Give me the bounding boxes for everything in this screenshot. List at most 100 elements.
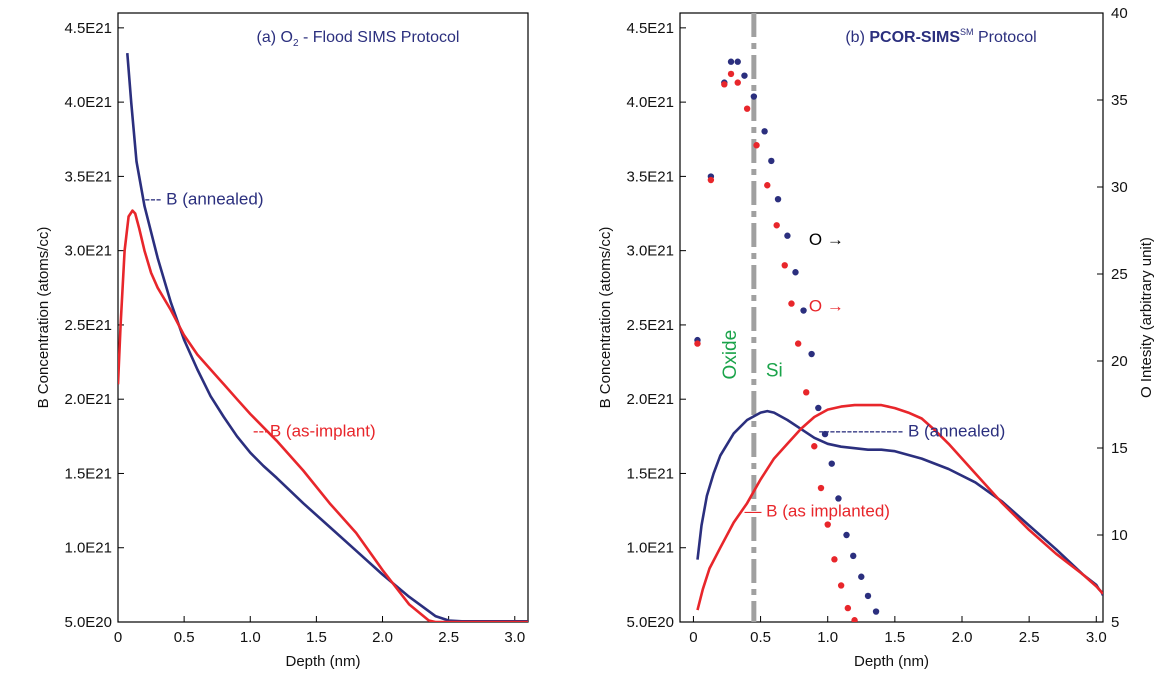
y-tick-label: 1.5E21 (626, 465, 674, 482)
si-region-label: Si (766, 360, 783, 381)
y2-axis-label: O Intesity (arbitrary unit) (1138, 237, 1155, 398)
y-tick-label: 1.5E21 (64, 465, 112, 482)
oxygen-point (761, 128, 768, 135)
oxygen-point (794, 340, 802, 347)
oxygen-point (844, 604, 852, 612)
oxygen-point (831, 556, 838, 563)
y-tick-label: 4.0E21 (626, 94, 674, 111)
y2-tick-label: 40 (1111, 5, 1128, 22)
x-axis-label: Depth (nm) (854, 653, 929, 670)
y-tick-label: 4.0E21 (64, 94, 112, 111)
chart-title: (a) O2 - Flood SIMS Protocol (257, 29, 460, 49)
y-tick-label: 5.0E20 (626, 614, 674, 631)
oxygen-point (753, 142, 760, 149)
oxygen-point (803, 389, 810, 396)
oxygen-point (788, 300, 795, 307)
oxygen-point (750, 93, 758, 100)
oxygen-point (817, 484, 825, 492)
series-line-0 (126, 52, 528, 622)
x-tick-label: 2.5 (438, 629, 459, 646)
x-tick-label: 1.5 (306, 629, 327, 646)
oxygen-point (824, 521, 831, 528)
y2-tick-label: 35 (1111, 92, 1128, 109)
oxygen-point (694, 340, 701, 347)
y-tick-label: 2.5E21 (64, 317, 112, 334)
title-prefix: (b) (845, 29, 869, 46)
oxygen-point (850, 552, 857, 560)
title-superscript: SM (960, 27, 974, 37)
oxygen-point (864, 592, 872, 600)
oxygen-point (768, 157, 775, 165)
oxygen-point (800, 307, 807, 314)
oxygen-point (872, 608, 880, 615)
y2-tick-label: 20 (1111, 353, 1128, 370)
oxygen-point (821, 430, 829, 438)
annotation-label: O → (809, 296, 844, 315)
oxygen-point (837, 582, 845, 589)
series-line-0 (696, 409, 1103, 596)
x-tick-label: 0 (114, 629, 122, 646)
oxygen-point (727, 70, 735, 78)
x-tick-label: 0.5 (750, 629, 771, 646)
chart-a: 0 0.5 1.0 1.5 2.0 2.5 3.0 5.0E20 1.0E21 1.5E21 2.0… (35, 12, 529, 670)
series-line-1 (696, 403, 1103, 611)
annotation-label: ---B (as-implant) (253, 421, 376, 440)
plot-frame (679, 12, 1104, 623)
oxygen-point (774, 195, 782, 203)
chart-title: (b) PCOR-SIMSSM Protocol (845, 27, 1036, 46)
annotation-label: O → (809, 230, 844, 249)
oxygen-point (808, 350, 815, 358)
oxygen-point (843, 531, 850, 539)
oxygen-point (773, 222, 780, 229)
x-tick-label: 1.0 (240, 629, 261, 646)
x-tick-label: 2.0 (372, 629, 393, 646)
x-tick-label: 3.0 (504, 629, 525, 646)
y2-tick-label: 10 (1111, 527, 1128, 544)
plot-area (118, 52, 528, 622)
oxygen-point (781, 262, 788, 269)
title-prefix: (a) O (257, 29, 293, 46)
oxygen-point (741, 72, 748, 79)
oxide-region-label: Oxide (720, 330, 741, 380)
y2-tick-label: 30 (1111, 179, 1128, 196)
y-tick-label: 3.5E21 (64, 168, 112, 185)
y-tick-label: 2.0E21 (626, 391, 674, 408)
oxygen-point (707, 176, 715, 184)
title-subscript: 2 (293, 38, 299, 49)
y2-tick-label: 15 (1111, 440, 1128, 457)
x-tick-label: 2.5 (1019, 629, 1040, 646)
y-tick-label: 4.5E21 (64, 20, 112, 37)
x-tick-label: 1.5 (884, 629, 905, 646)
annotation-label: — B (as implanted) (744, 502, 890, 521)
y-tick-label: 4.5E21 (626, 20, 674, 37)
oxygen-point (828, 460, 835, 467)
y-tick-label: 3.0E21 (626, 243, 674, 260)
oxygen-point (851, 617, 858, 622)
oxygen-point (743, 105, 751, 112)
y-axis-label: B Concentration (atoms/cc) (597, 227, 614, 409)
annotation-label: --------------- B (annealed) (818, 421, 1005, 440)
title-suffix: Protocol (974, 29, 1037, 46)
y-tick-label: 2.5E21 (626, 317, 674, 334)
y-tick-label: 1.0E21 (64, 540, 112, 557)
plot-frame (117, 12, 529, 623)
x-tick-label: 0 (689, 629, 697, 646)
x-tick-label: 0.5 (174, 629, 195, 646)
oxygen-point (811, 443, 818, 450)
annotation-label: --- B (annealed) (144, 190, 263, 209)
oxygen-point (721, 81, 728, 88)
oxygen-series-1 (694, 70, 858, 622)
x-tick-label: 1.0 (817, 629, 838, 646)
oxygen-point (727, 58, 735, 65)
title-bold: PCOR-SIMS (869, 29, 960, 46)
oxygen-point (764, 182, 771, 189)
oxygen-point (734, 79, 741, 86)
x-tick-label: 2.0 (952, 629, 973, 646)
series-line-1 (118, 209, 528, 622)
chart-b: 0 0.5 1.0 1.5 2.0 2.5 3.0 5.0E20 1.0E21 1.5E21 2.0… (597, 5, 1155, 670)
x-tick-label: 3.0 (1086, 629, 1107, 646)
x-axis-label: Depth (nm) (285, 653, 360, 670)
oxygen-point (858, 573, 865, 580)
oxygen-point (784, 232, 791, 239)
oxygen-point (835, 495, 842, 502)
